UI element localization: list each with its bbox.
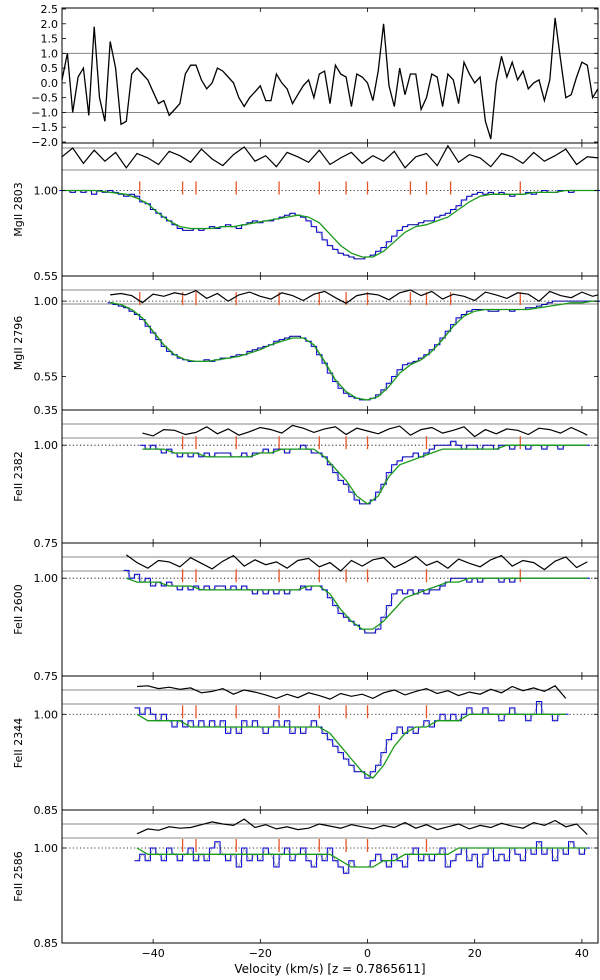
transition-panel-2: 0.35 0.55 1.00 MgII 2796 [12, 275, 600, 417]
transition-panel-5: 0.85 1.00 FeII 2344 [12, 675, 599, 817]
transition-panel-6: 0.85 1.00 FeII 2586 −40 −20 0 20 40 [12, 809, 599, 960]
y-tick-label-p2-2: 1.00 [34, 295, 59, 308]
y-tick-label-p2-0: 0.35 [34, 404, 59, 417]
x-tick-label-1: −20 [249, 947, 272, 960]
y-tick-label-p4-1: 1.00 [34, 572, 59, 585]
residual-trace-p5 [136, 685, 567, 700]
y-tick-label-p0-9: 2.5 [41, 3, 59, 16]
figure-panels: −2.0 −1.5 −1.0−0.5 0.0 0.5 1.01.5 2.0 2.5 0.55 1.… [12, 3, 600, 960]
y-tick-label-p5-0: 0.85 [34, 804, 59, 817]
spectrum-trace-p5 [136, 700, 566, 779]
residual-panel: −2.0 −1.5 −1.0−0.5 0.0 0.5 1.01.5 2.0 2.5 [31, 3, 599, 149]
y-tick-label-p3-1: 1.00 [34, 439, 59, 452]
panel-frame-p6 [61, 809, 599, 944]
panel-frame-p2 [61, 275, 599, 411]
panel-ylabel-p5: FeII 2344 [12, 718, 25, 768]
spectrum-trace-p6 [136, 841, 588, 874]
x-tick-label-2: 0 [364, 947, 371, 960]
model-fit-line-p1 [62, 189, 598, 258]
y-tick-label-p1-0: 0.55 [34, 270, 59, 283]
x-tick-label-0: −40 [142, 947, 165, 960]
x-tick-label-4: 40 [575, 947, 589, 960]
y-tick-label-p0-3: −0.5 [31, 92, 58, 105]
x-axis-label: Velocity (km/s) [z = 0.7865611] [234, 962, 425, 976]
y-tick-label-p0-1: −1.5 [31, 121, 58, 134]
spectrum-histogram-p2 [107, 300, 600, 401]
model-fit-line-p6 [136, 847, 588, 868]
transition-panel-3: 0.75 1.00 FeII 2382 [12, 409, 599, 550]
panel-frame-p1 [61, 142, 599, 277]
spectrum-histogram-p1 [59, 190, 600, 260]
y-tick-label-p0-5: 0.5 [41, 62, 59, 75]
residual-trace-p2 [110, 289, 599, 305]
x-tick-label-3: 20 [468, 947, 482, 960]
panel-ylabel-p4: FeII 2600 [12, 584, 25, 634]
spectrum-trace-p2 [110, 300, 598, 401]
panel-frame-p5 [61, 675, 599, 811]
model-fit-line-p5 [136, 713, 566, 779]
model-fit-line-p3 [142, 444, 588, 505]
y-tick-label-p3-0: 0.75 [34, 537, 59, 550]
y-tick-label-p2-1: 0.55 [34, 371, 59, 384]
y-tick-label-p0-7: 1.5 [41, 33, 59, 46]
y-tick-label-p0-0: −2.0 [31, 136, 58, 149]
y-tick-label-p5-1: 1.00 [34, 708, 59, 721]
y-tick-label-p0-8: 2.0 [41, 18, 59, 31]
residual-trace-p1 [61, 144, 599, 169]
spectrum-trace-p3 [142, 440, 588, 505]
panel-ylabel-p2: MgII 2796 [12, 316, 25, 370]
y-tick-label-p0-2: −1.0 [31, 106, 58, 119]
transition-panel-1: 0.55 1.00 MgII 2803 [12, 142, 600, 283]
panel-ylabel-p6: FeII 2586 [12, 851, 25, 901]
y-tick-label-p0-6: 1.0 [41, 47, 59, 60]
transition-panel-4: 0.75 1.00 FeII 2600 [12, 542, 599, 683]
panel-ylabel-p3: FeII 2382 [12, 451, 25, 501]
residual-trace-p3 [142, 424, 588, 438]
spectrum-histogram-p5 [134, 701, 569, 779]
spectrum-histogram-p6 [134, 841, 590, 874]
y-tick-label-p1-1: 1.00 [34, 185, 59, 198]
panel-ylabel-p1: MgII 2803 [12, 182, 25, 236]
spectrum-histogram-p3 [139, 440, 590, 505]
y-tick-label-p0-4: 0.0 [41, 77, 59, 90]
y-tick-label-p6-1: 1.00 [34, 842, 59, 855]
residual-line [61, 17, 599, 140]
model-fit-line-p2 [110, 300, 598, 401]
residual-trace-p6 [136, 818, 588, 835]
panel-frame-p0 [61, 7, 599, 144]
y-tick-label-p4-0: 0.75 [34, 670, 59, 683]
model-fit-line-p4 [126, 577, 588, 630]
y-tick-label-p6-0: 0.85 [34, 937, 59, 950]
residual-trace-p4 [125, 554, 588, 572]
